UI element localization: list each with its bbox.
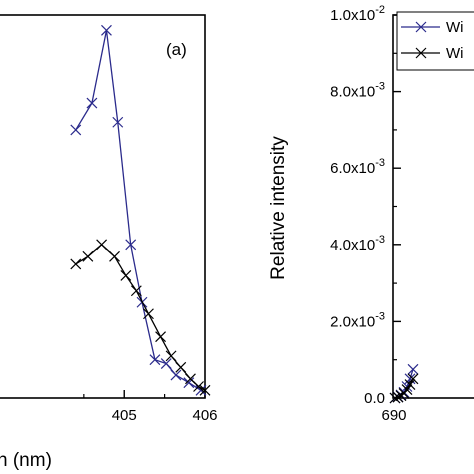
right-series-0-point-6 bbox=[407, 363, 419, 375]
right-y-tick-label-2: 4.0x10-3 bbox=[330, 234, 385, 254]
left-x-tick-label-0: 405 bbox=[112, 407, 137, 424]
panel-label-a: (a) bbox=[166, 40, 187, 59]
right-series-1-point-1 bbox=[392, 391, 404, 403]
left-series-0-point-9 bbox=[183, 377, 195, 389]
left-series-1-point-5 bbox=[130, 285, 142, 297]
legend-marker-1 bbox=[415, 47, 427, 59]
legend-label-0: Wi bbox=[446, 19, 464, 36]
right-series-1-point-5 bbox=[404, 379, 416, 391]
right-y-ticks: 0.0 2.0x10-3 4.0x10-3 6.0x10-3 8.0x10-3 1.0x1… bbox=[330, 4, 401, 407]
right-series bbox=[389, 363, 419, 404]
left-series-1-point-7 bbox=[155, 331, 167, 343]
left-x-tick-label-1: 406 bbox=[192, 407, 217, 424]
left-series-1-point-11 bbox=[193, 381, 204, 392]
left-series-0-line bbox=[75, 30, 202, 391]
left-series-1-point-0 bbox=[70, 258, 82, 270]
right-y-tick-label-5: 1.0x10-2 bbox=[330, 4, 385, 24]
legend-box bbox=[396, 11, 474, 71]
left-series-0-point-6 bbox=[149, 354, 161, 366]
left-series-0-point-7 bbox=[160, 358, 172, 369]
left-series-1-point-1 bbox=[82, 250, 94, 262]
left-series-1-point-2 bbox=[96, 239, 108, 251]
legend-label-1: Wi bbox=[446, 45, 464, 62]
left-series-0-point-8 bbox=[170, 369, 182, 381]
legend: Wi Wi bbox=[396, 11, 474, 71]
left-series-1-point-4 bbox=[120, 270, 132, 281]
left-series-1-point-6 bbox=[143, 308, 154, 320]
right-series-1-point-6 bbox=[407, 373, 419, 385]
right-panel: 0.0 2.0x10-3 4.0x10-3 6.0x10-3 8.0x10-3 1.0x1… bbox=[268, 4, 474, 424]
left-series-1-point-8 bbox=[165, 350, 177, 362]
left-series-0-point-4 bbox=[125, 239, 137, 251]
left-series-1-point-9 bbox=[175, 361, 187, 373]
left-series-0-point-1 bbox=[86, 97, 98, 109]
left-x-axis-title: h (nm) bbox=[0, 450, 52, 471]
legend-marker-0 bbox=[415, 21, 427, 33]
right-y-axis-title: Relative intensity bbox=[268, 136, 289, 280]
right-y-tick-label-3: 6.0x10-3 bbox=[330, 157, 385, 177]
right-x-tick-label-0: 690 bbox=[381, 407, 406, 424]
right-y-tick-label-0: 0.0 bbox=[364, 390, 385, 407]
right-series-0-point-5 bbox=[404, 373, 416, 385]
left-series-0-point-3 bbox=[112, 116, 124, 128]
right-y-tick-label-1: 2.0x10-3 bbox=[330, 310, 385, 330]
left-panel: (a) 405 406 h (nm) bbox=[0, 14, 218, 471]
right-x-ticks: 690 bbox=[381, 407, 406, 424]
left-series-0-point-2 bbox=[101, 24, 112, 36]
right-y-tick-label-4: 8.0x10-3 bbox=[330, 81, 385, 101]
left-x-ticks: 405 406 bbox=[83, 390, 218, 424]
right-plot-frame bbox=[392, 14, 474, 399]
right-series-1-point-4 bbox=[401, 384, 413, 395]
left-series-0-point-0 bbox=[70, 124, 82, 136]
left-series-1-point-12 bbox=[199, 384, 211, 396]
left-plot-frame bbox=[0, 14, 206, 399]
left-series bbox=[70, 24, 211, 396]
left-series-1-line bbox=[75, 243, 206, 391]
left-series-1-point-3 bbox=[109, 250, 120, 262]
right-series-1-point-0 bbox=[389, 392, 401, 404]
